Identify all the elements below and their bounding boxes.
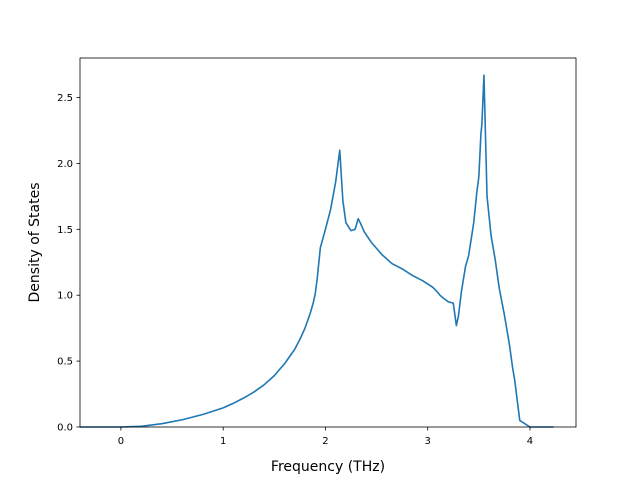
y-tick-label: 2.5 xyxy=(57,93,73,104)
x-tick-label: 3 xyxy=(425,436,431,447)
y-tick-label: 1.0 xyxy=(57,291,73,302)
y-axis-label: Density of States xyxy=(27,183,43,303)
y-tick-label: 0.5 xyxy=(57,357,73,368)
y-tick-label: 2.0 xyxy=(57,159,73,170)
x-tick-label: 0 xyxy=(118,436,124,447)
dos-series-line-0 xyxy=(80,74,554,428)
x-tick-label: 1 xyxy=(220,436,226,447)
plot-area xyxy=(80,74,554,428)
axes-frame xyxy=(79,57,577,428)
x-axis-label: Frequency (THz) xyxy=(271,459,385,475)
x-tick-label: 2 xyxy=(322,436,328,447)
x-tick-label: 4 xyxy=(527,436,533,447)
y-tick-label: 1.5 xyxy=(57,225,73,236)
y-tick-label: 0.0 xyxy=(57,423,73,434)
axis-ticks: 0 1 2 3 4 0.0 0.5 1.0 1.5 2.0 2.5 xyxy=(57,93,533,447)
